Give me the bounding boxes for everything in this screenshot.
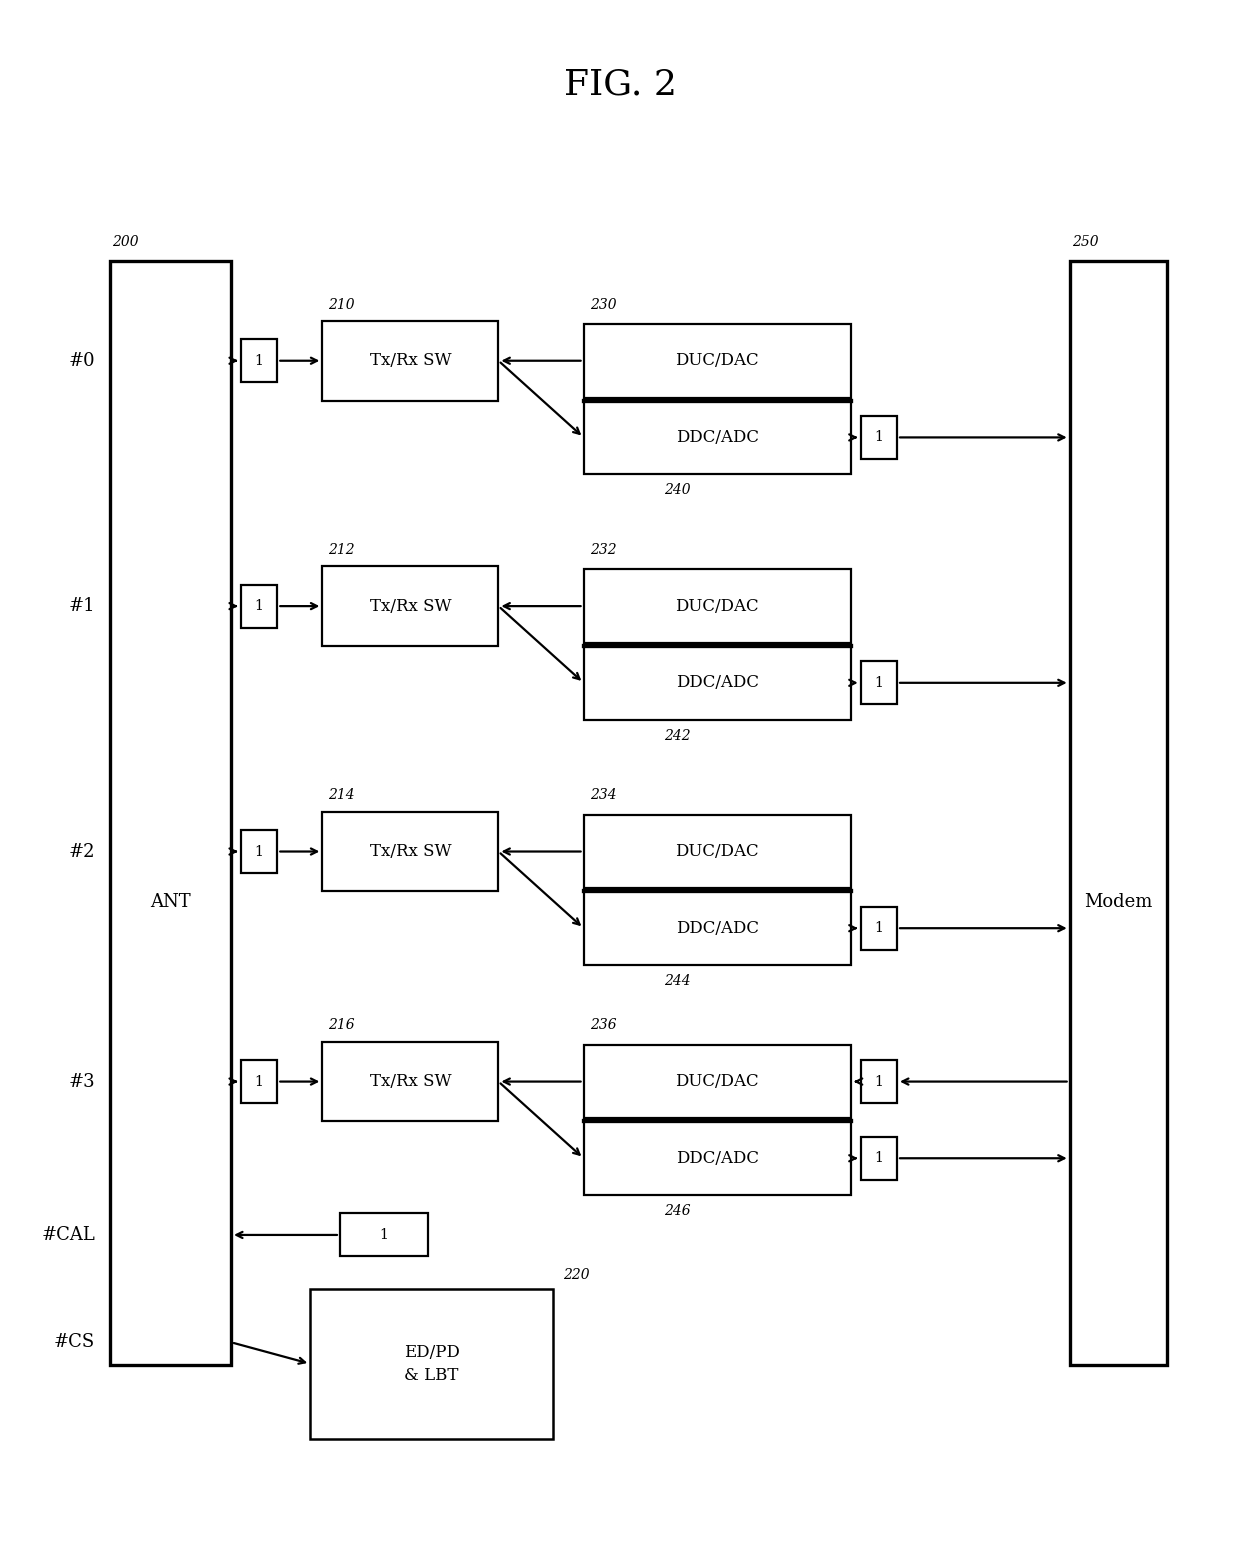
FancyBboxPatch shape (241, 585, 278, 628)
Text: #2: #2 (68, 842, 95, 861)
FancyBboxPatch shape (861, 1136, 897, 1180)
FancyBboxPatch shape (584, 324, 851, 398)
Text: 216: 216 (329, 1019, 355, 1033)
Text: DDC/ADC: DDC/ADC (676, 920, 759, 937)
FancyBboxPatch shape (584, 401, 851, 474)
FancyBboxPatch shape (1070, 261, 1167, 1365)
Text: 1: 1 (254, 599, 264, 613)
Text: FIG. 2: FIG. 2 (563, 67, 677, 102)
FancyBboxPatch shape (322, 321, 498, 401)
FancyBboxPatch shape (584, 570, 851, 643)
Text: 200: 200 (112, 235, 139, 249)
Text: #1: #1 (68, 598, 95, 615)
Text: #3: #3 (68, 1072, 95, 1091)
Text: 210: 210 (329, 297, 355, 311)
Text: 242: 242 (663, 729, 691, 743)
Text: DUC/DAC: DUC/DAC (676, 598, 759, 615)
Text: Tx/Rx SW: Tx/Rx SW (370, 1074, 451, 1091)
Text: 1: 1 (874, 430, 883, 444)
Text: 236: 236 (589, 1019, 616, 1033)
Text: DDC/ADC: DDC/ADC (676, 1150, 759, 1167)
Text: DUC/DAC: DUC/DAC (676, 352, 759, 369)
FancyBboxPatch shape (861, 662, 897, 704)
Text: 1: 1 (254, 845, 264, 859)
Text: 234: 234 (589, 789, 616, 803)
Text: 230: 230 (589, 297, 616, 311)
Text: #CS: #CS (53, 1333, 95, 1351)
Text: 1: 1 (874, 676, 883, 690)
FancyBboxPatch shape (584, 815, 851, 889)
FancyBboxPatch shape (322, 567, 498, 646)
Text: Tx/Rx SW: Tx/Rx SW (370, 598, 451, 615)
Text: 212: 212 (329, 543, 355, 557)
FancyBboxPatch shape (861, 416, 897, 459)
Text: 214: 214 (329, 789, 355, 803)
Text: DUC/DAC: DUC/DAC (676, 1074, 759, 1091)
Text: ED/PD
& LBT: ED/PD & LBT (404, 1343, 460, 1383)
Text: Tx/Rx SW: Tx/Rx SW (370, 844, 451, 861)
FancyBboxPatch shape (109, 261, 231, 1365)
FancyBboxPatch shape (861, 906, 897, 950)
Text: 250: 250 (1073, 235, 1099, 249)
Text: DDC/ADC: DDC/ADC (676, 429, 759, 446)
Text: 1: 1 (874, 1075, 883, 1089)
Text: DUC/DAC: DUC/DAC (676, 844, 759, 861)
Text: ANT: ANT (150, 892, 191, 911)
Text: Modem: Modem (1084, 892, 1152, 911)
Text: 1: 1 (874, 1152, 883, 1166)
Text: 240: 240 (663, 484, 691, 498)
FancyBboxPatch shape (340, 1213, 428, 1257)
FancyBboxPatch shape (241, 1060, 278, 1103)
FancyBboxPatch shape (584, 1045, 851, 1119)
Text: DDC/ADC: DDC/ADC (676, 675, 759, 692)
Text: 1: 1 (379, 1229, 388, 1243)
FancyBboxPatch shape (310, 1288, 553, 1438)
FancyBboxPatch shape (322, 1042, 498, 1122)
Text: 1: 1 (254, 354, 264, 368)
Text: 244: 244 (663, 973, 691, 988)
Text: 220: 220 (563, 1269, 589, 1282)
FancyBboxPatch shape (584, 646, 851, 720)
Text: 1: 1 (254, 1075, 264, 1089)
Text: #CAL: #CAL (41, 1225, 95, 1244)
Text: 246: 246 (663, 1205, 691, 1218)
FancyBboxPatch shape (322, 812, 498, 892)
Text: 232: 232 (589, 543, 616, 557)
FancyBboxPatch shape (241, 340, 278, 382)
Text: #0: #0 (68, 352, 95, 369)
FancyBboxPatch shape (584, 892, 851, 966)
FancyBboxPatch shape (241, 829, 278, 873)
FancyBboxPatch shape (861, 1060, 897, 1103)
Text: 1: 1 (874, 922, 883, 936)
FancyBboxPatch shape (584, 1122, 851, 1196)
Text: Tx/Rx SW: Tx/Rx SW (370, 352, 451, 369)
